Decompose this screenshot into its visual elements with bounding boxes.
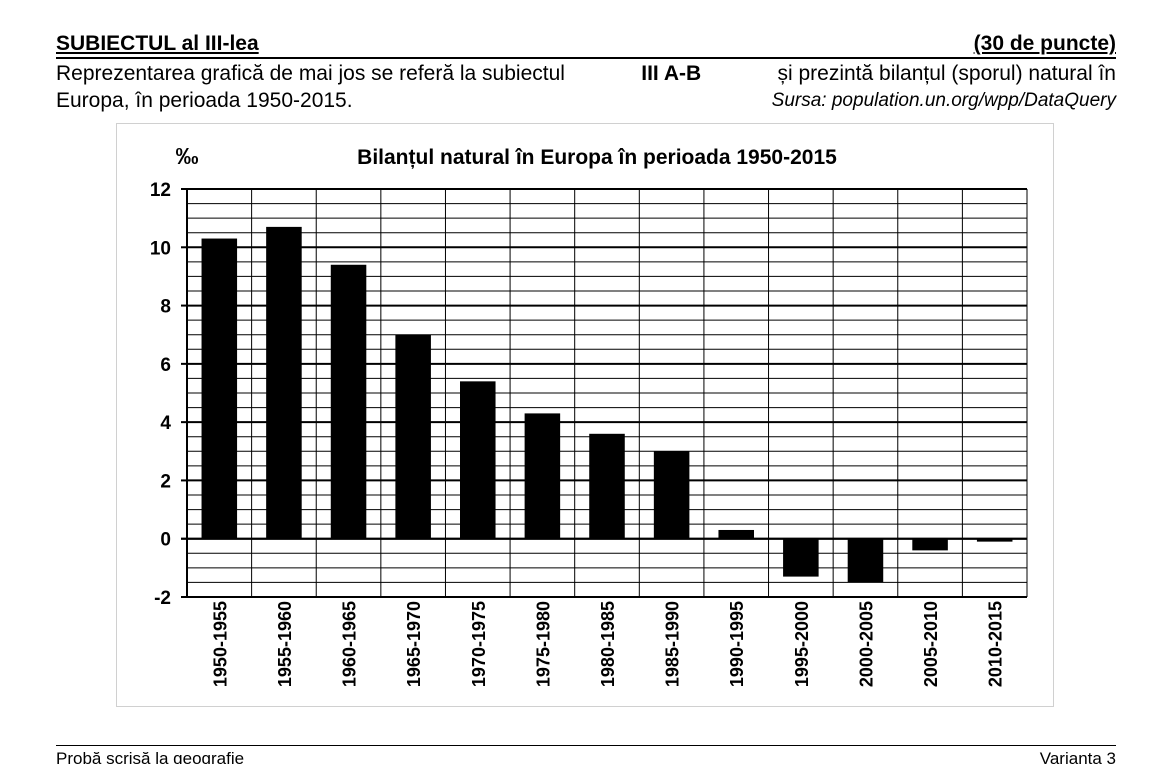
x-tick-label: 1995-2000 (792, 601, 812, 687)
x-tick-label: 2000-2005 (856, 601, 876, 687)
source-citation: Sursa: population.un.org/wpp/DataQuery (771, 90, 1116, 111)
bar-1970-1975 (460, 381, 496, 539)
x-tick-label: 1980-1985 (598, 601, 618, 687)
intro-text: Reprezentarea grafică de mai jos se refe… (56, 60, 1116, 114)
footer-variant: Varianta 3 (1039, 749, 1116, 764)
x-tick-label: 1975-1980 (533, 601, 553, 687)
y-axis-unit: ‰ (176, 143, 199, 169)
natural-balance-chart: Bilanțul natural în Europa în perioada 1… (150, 143, 1028, 687)
bar-2000-2005 (847, 538, 884, 583)
page-footer: Probă scrisă la geografie Varianta 3 (56, 745, 1116, 764)
grid-layer (181, 188, 1028, 598)
bar-1965-1970 (395, 334, 431, 539)
y-tick-label: 12 (150, 180, 171, 201)
bar-1985-1990 (653, 451, 690, 539)
chart-title: Bilanțul natural în Europa în perioada 1… (357, 146, 837, 169)
x-tick-label: 1965-1970 (404, 601, 424, 687)
y-tick-label: 0 (160, 530, 171, 551)
footer-left-text: Probă scrisă la geografie (56, 749, 245, 764)
subject-title: SUBIECTUL al III-lea (56, 32, 259, 55)
x-tick-label: 1990-1995 (727, 601, 747, 687)
x-tick-labels: 1950-1955 1955-1960 1960-1965 1965-1970 1970… (210, 601, 1005, 687)
bar-1955-1960 (266, 226, 302, 539)
y-tick-label: -2 (154, 588, 171, 609)
y-tick-labels: -2 0 2 4 6 8 10 12 (150, 180, 172, 609)
subject-points: (30 de puncte) (973, 32, 1116, 55)
intro-bold: III A-B (641, 62, 702, 85)
subject-heading: SUBIECTUL al III-lea (30 de puncte) (56, 31, 1116, 59)
bar-1995-2000 (783, 538, 819, 577)
bar-1950-1955 (201, 238, 238, 539)
y-tick-label: 4 (160, 413, 171, 434)
bars-layer (201, 226, 1013, 583)
bar-1980-1985 (589, 433, 625, 539)
x-tick-label: 1985-1990 (663, 601, 683, 687)
y-tick-label: 6 (160, 355, 171, 376)
bar-2005-2010 (912, 538, 948, 551)
bar-1960-1965 (330, 264, 367, 539)
x-tick-label: 1950-1955 (210, 601, 230, 687)
bar-2010-2015 (976, 538, 1013, 542)
y-tick-label: 10 (150, 238, 171, 259)
chart-frame: Bilanțul natural în Europa în perioada 1… (116, 123, 1054, 707)
y-tick-label: 8 (160, 297, 171, 318)
x-tick-label: 1955-1960 (275, 601, 295, 687)
bar-1990-1995 (718, 529, 754, 539)
x-tick-label: 1970-1975 (469, 601, 489, 687)
bar-1975-1980 (524, 413, 561, 539)
x-tick-label: 2010-2015 (986, 601, 1006, 687)
intro-part-1: Reprezentarea grafică de mai jos se refe… (56, 62, 565, 85)
intro-line-2: Europa, în perioada 1950-2015. Sursa: po… (56, 87, 1116, 114)
intro-line-1: Reprezentarea grafică de mai jos se refe… (56, 60, 1116, 87)
x-tick-label: 1960-1965 (340, 601, 360, 687)
x-tick-label: 2005-2010 (921, 601, 941, 687)
intro-line-2-text: Europa, în perioada 1950-2015. (56, 89, 353, 112)
intro-part-2: și prezintă bilanțul (sporul) natural în (777, 62, 1116, 85)
y-tick-label: 2 (160, 471, 171, 492)
